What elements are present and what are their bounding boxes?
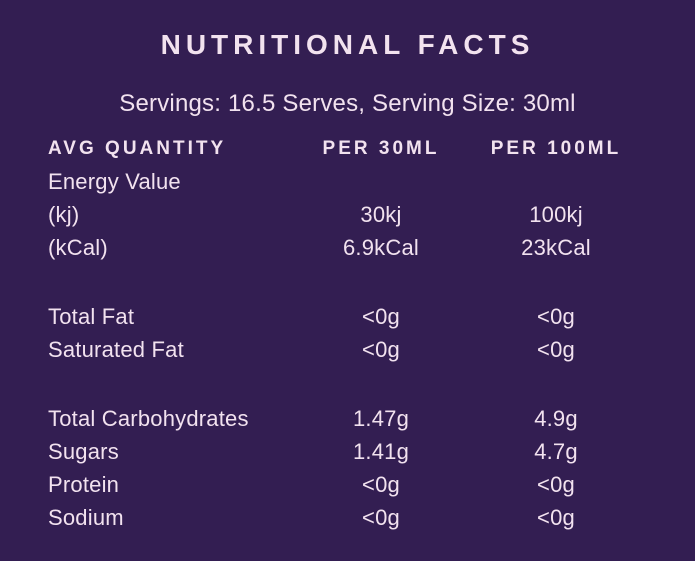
- column-header-per-30ml: PER 30ML: [322, 138, 440, 159]
- row-value-per-100ml: <0g: [537, 504, 575, 530]
- row-value-per-30ml: 30kj: [360, 201, 402, 227]
- row-label: (kCal): [48, 234, 108, 260]
- row-label: Sodium: [48, 504, 124, 530]
- row-value-per-100ml: <0g: [537, 303, 575, 329]
- page-title: NUTRITIONAL FACTS: [160, 29, 535, 60]
- row-value-per-30ml: <0g: [362, 504, 400, 530]
- row-value-per-100ml: <0g: [537, 471, 575, 497]
- row-value-per-30ml: 1.47g: [352, 405, 410, 431]
- servings-line: Servings: 16.5 Serves, Serving Size: 30m…: [119, 90, 576, 117]
- table-row: Sodium <0g <0g: [48, 501, 651, 534]
- column-header-per-100ml: PER 100ML: [490, 138, 622, 159]
- row-label: Sugars: [48, 438, 119, 464]
- row-value-per-100ml: 23kCal: [521, 234, 591, 260]
- row-label: Protein: [48, 471, 120, 497]
- table-row: (kCal) 6.9kCal 23kCal: [48, 231, 651, 264]
- nutrition-table-header: AVG QUANTITY PER 30ML PER 100ML: [48, 133, 651, 165]
- row-value-per-100ml: <0g: [537, 336, 575, 362]
- row-value-per-30ml: <0g: [362, 336, 400, 362]
- row-value-per-30ml: <0g: [362, 303, 400, 329]
- row-value-per-30ml: 6.9kCal: [343, 234, 419, 260]
- row-value-per-30ml: 1.41g: [352, 438, 410, 464]
- nutrition-table: AVG QUANTITY PER 30ML PER 100ML Energy V…: [48, 133, 651, 534]
- table-row: Protein <0g <0g: [48, 468, 651, 501]
- table-row: Total Fat <0g <0g: [48, 300, 651, 333]
- table-row: Sugars 1.41g 4.7g: [48, 435, 651, 468]
- table-row: Total Carbohydrates 1.47g 4.9g: [48, 402, 651, 435]
- nutrition-table-body: Energy Value (kj) 30kj 100kj (kCal) 6.9k…: [48, 165, 651, 534]
- row-label: (kj): [48, 201, 80, 227]
- row-label: Total Carbohydrates: [48, 405, 249, 431]
- row-value-per-100ml: 4.9g: [534, 405, 578, 431]
- table-row: (kj) 30kj 100kj: [48, 198, 651, 231]
- row-label: Energy Value: [48, 168, 181, 194]
- row-label: Saturated Fat: [48, 336, 184, 362]
- row-value-per-30ml: <0g: [362, 471, 400, 497]
- row-value-per-100ml: 100kj: [529, 201, 583, 227]
- row-value-per-100ml: 4.7g: [534, 438, 578, 464]
- table-row: Saturated Fat <0g <0g: [48, 333, 651, 366]
- row-label: Total Fat: [48, 303, 135, 329]
- table-row: Energy Value: [48, 165, 651, 198]
- column-header-avg-quantity: AVG QUANTITY: [48, 138, 227, 159]
